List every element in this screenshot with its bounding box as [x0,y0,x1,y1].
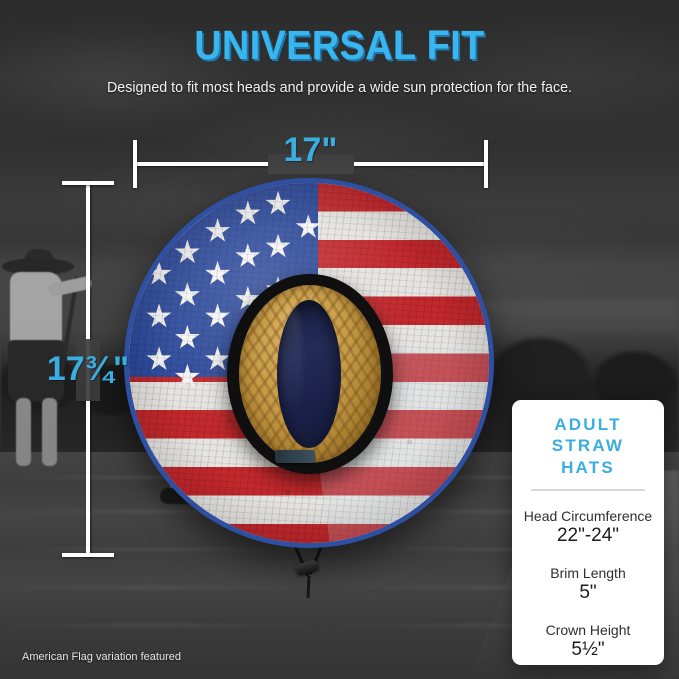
flag-pattern [129,183,489,543]
footnote-text: American Flag variation featured [22,651,181,663]
hat-brim [124,178,494,548]
spec-value: 22"-24" [556,524,620,546]
person-leg [42,398,57,466]
hat-crown [227,274,393,474]
person-hat [2,258,74,275]
cloud-shape [150,100,510,190]
page-subtitle: Designed to fit most heads and provide a… [107,79,572,96]
chin-cord-tail-end [306,575,311,599]
dimension-cap-left [133,140,137,188]
dimension-width-label: 17" [283,131,338,169]
header: UNIVERSAL FIT Designed to fit most heads… [0,0,679,96]
person-paddleboarder [2,249,93,498]
dimension-cap-right [484,140,488,188]
brand-label [275,450,315,463]
spec-item-head-circumference: Head Circumference 22"-24" [522,508,654,548]
flag-stars [129,183,321,388]
spec-card-title: ADULT STRAW HATS [551,415,625,477]
spec-value: 5½" [571,638,605,660]
spec-label: Brim Length [550,564,626,581]
crown-interior-lining [277,300,341,448]
spec-value: 5" [579,581,597,603]
dimension-cap-top [62,181,114,185]
product-hat [124,178,499,599]
spec-card-divider [531,488,645,491]
dimension-cap-bottom [62,553,114,557]
dimension-width: 17" [133,133,488,188]
spec-label: Crown Height [545,621,631,638]
cloud-shape [420,10,679,130]
dimension-height-label: 17¾" [46,350,130,388]
lining-highlight [281,304,303,424]
spec-label: Head Circumference [523,507,653,524]
person-shorts [8,340,64,402]
cloud-shape [0,20,260,130]
far-shore [479,300,679,340]
spec-item-crown-height: Crown Height 5½" [522,622,654,662]
spec-item-brim-length: Brim Length 5" [522,565,654,605]
person-leg [16,398,31,466]
spec-card: ADULT STRAW HATS Head Circumference 22"-… [512,400,664,665]
dimension-height: 17¾" [47,181,129,557]
page-title: UNIVERSAL FIT [194,22,485,68]
dimension-label-backdrop [267,154,354,174]
dimension-label-backdrop [76,339,100,401]
